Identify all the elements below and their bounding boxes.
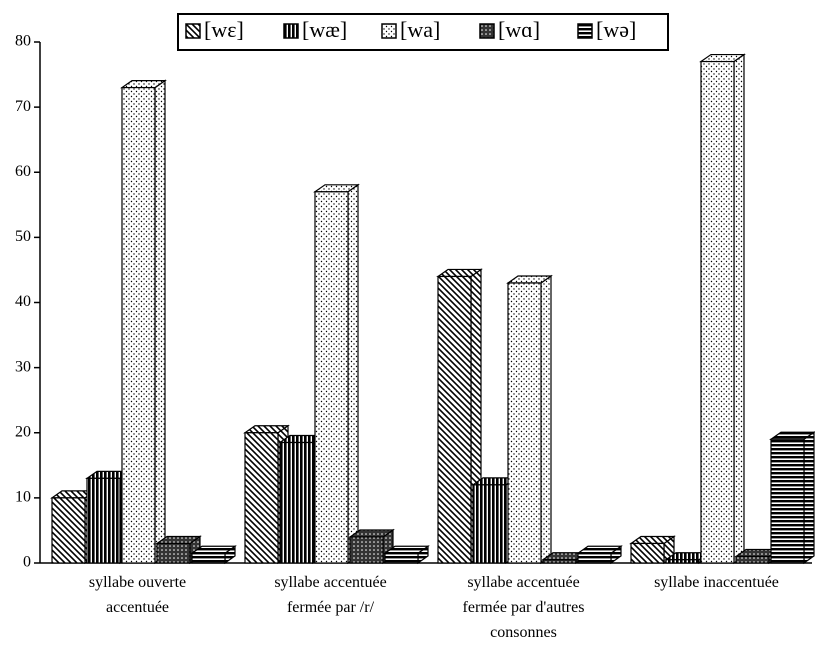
bar — [472, 484, 507, 564]
y-tick-label: 40 — [15, 293, 31, 310]
x-tick-label-line: syllabe inaccentuée — [654, 574, 779, 591]
legend-label: [wə] — [596, 17, 636, 42]
legend-swatch — [185, 23, 201, 39]
legend-swatch — [283, 23, 299, 39]
bar — [735, 555, 770, 564]
x-tick-label-line: syllabe ouverte — [89, 574, 186, 591]
x-tick-label-line: syllabe accentuée — [467, 574, 579, 591]
bar — [577, 552, 612, 564]
x-tick-label: syllabe accentuée fermée par /r/ — [274, 574, 386, 616]
bar — [244, 432, 279, 564]
bar-side — [540, 274, 552, 565]
y-tick-label: 0 — [23, 554, 31, 571]
bar — [51, 497, 86, 564]
y-tick-label: 10 — [15, 489, 31, 506]
x-tick-label-line: syllabe accentuée — [274, 574, 386, 591]
y-tick-label: 70 — [15, 98, 31, 115]
y-tick-label: 60 — [15, 163, 31, 180]
legend-swatch — [479, 23, 495, 39]
y-tick-label: 30 — [15, 358, 31, 375]
bar — [384, 552, 419, 564]
legend-swatch — [577, 23, 593, 39]
x-tick-label: syllabe accentuée fermée par d'autres cons… — [463, 574, 585, 641]
legend-swatch — [381, 23, 397, 39]
bar — [507, 282, 542, 564]
bar — [700, 60, 735, 564]
legend-label: [wɑ] — [498, 17, 540, 42]
bar — [542, 559, 577, 564]
bar — [86, 477, 121, 564]
bar — [191, 552, 226, 564]
bar-side — [154, 79, 166, 565]
legend-label: [wɛ] — [204, 17, 244, 42]
bar-side — [733, 53, 745, 565]
bar-side — [347, 183, 359, 565]
bar — [770, 438, 805, 564]
y-tick-label: 50 — [15, 228, 31, 245]
bar — [665, 559, 700, 564]
y-tick-label: 80 — [15, 33, 31, 50]
bar — [437, 275, 472, 564]
x-tick-label-line: fermée par d'autres — [463, 599, 585, 616]
x-tick-label: syllabe ouverte accentuée — [89, 574, 186, 616]
bar — [121, 86, 156, 564]
bar — [349, 536, 384, 564]
x-tick-label: syllabe inaccentuée — [654, 574, 779, 591]
bar — [630, 542, 665, 564]
bar — [314, 191, 349, 564]
x-tick-label-line: fermée par /r/ — [287, 599, 375, 616]
bar — [156, 542, 191, 564]
x-tick-label-line: accentuée — [106, 599, 169, 616]
bar — [279, 441, 314, 564]
bar-side — [803, 431, 815, 565]
legend-label: [wæ] — [302, 17, 347, 42]
y-tick-label: 20 — [15, 423, 31, 440]
legend-label: [wa] — [400, 17, 440, 42]
x-tick-label-line: consonnes — [490, 624, 557, 641]
